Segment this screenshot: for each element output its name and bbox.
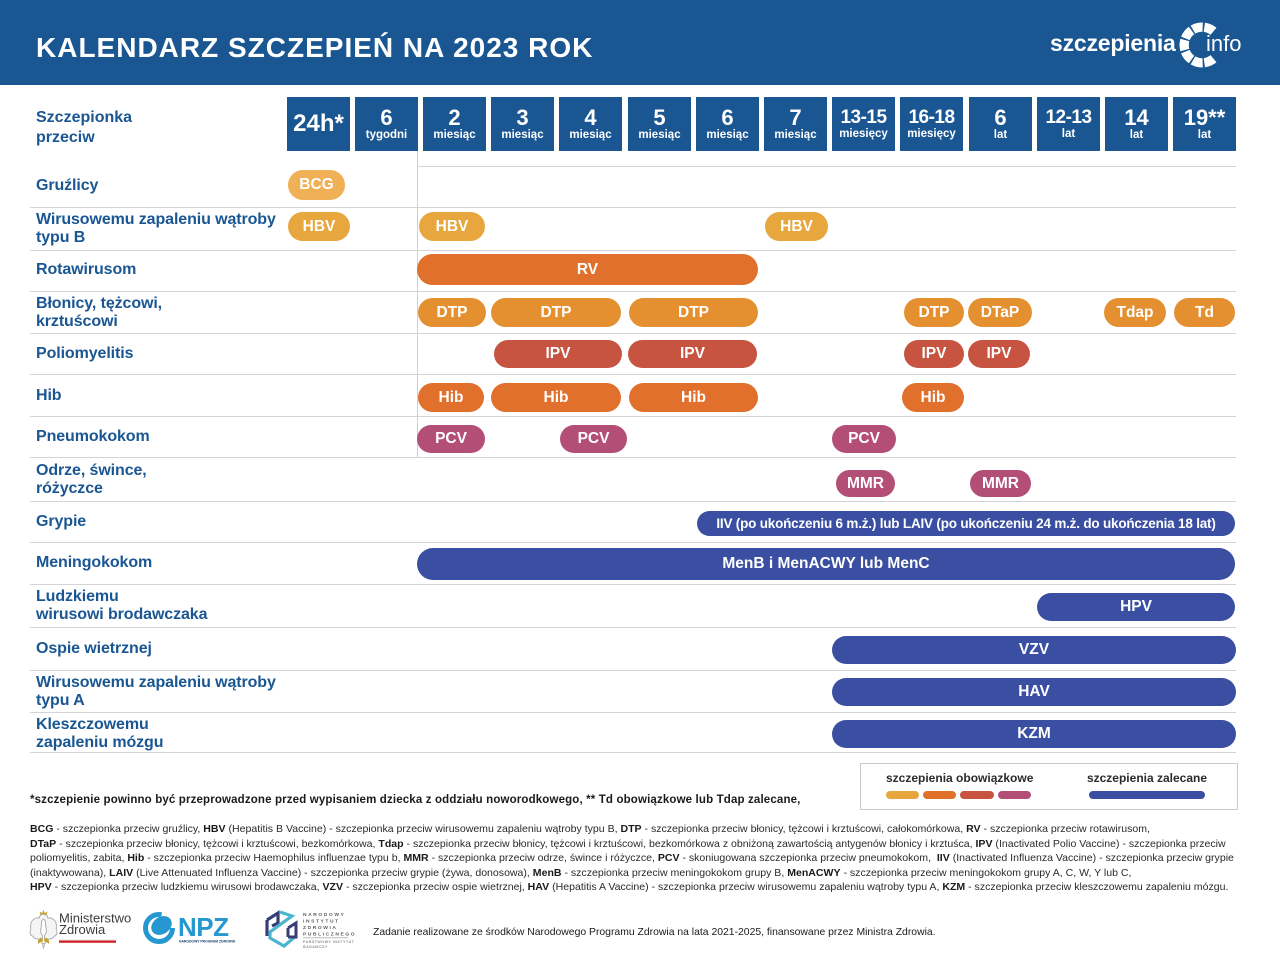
svg-text:PUBLICZNEGO: PUBLICZNEGO — [303, 932, 356, 938]
svg-text:NARODOWY PROGRAM ZDROWIA: NARODOWY PROGRAM ZDROWIA — [179, 940, 236, 944]
svg-text:BADAWCZY: BADAWCZY — [303, 945, 328, 949]
svg-text:Zdrowia: Zdrowia — [59, 922, 106, 937]
svg-text:INSTYTUT: INSTYTUT — [303, 919, 340, 925]
svg-text:PAŃSTWOWY INSTYTUT: PAŃSTWOWY INSTYTUT — [303, 939, 355, 944]
svg-text:Ministerstwo: Ministerstwo — [59, 911, 131, 926]
svg-text:NARODOWY: NARODOWY — [303, 912, 345, 918]
svg-text:NPZ: NPZ — [178, 912, 229, 942]
svg-text:ZDROWIA: ZDROWIA — [303, 925, 338, 931]
